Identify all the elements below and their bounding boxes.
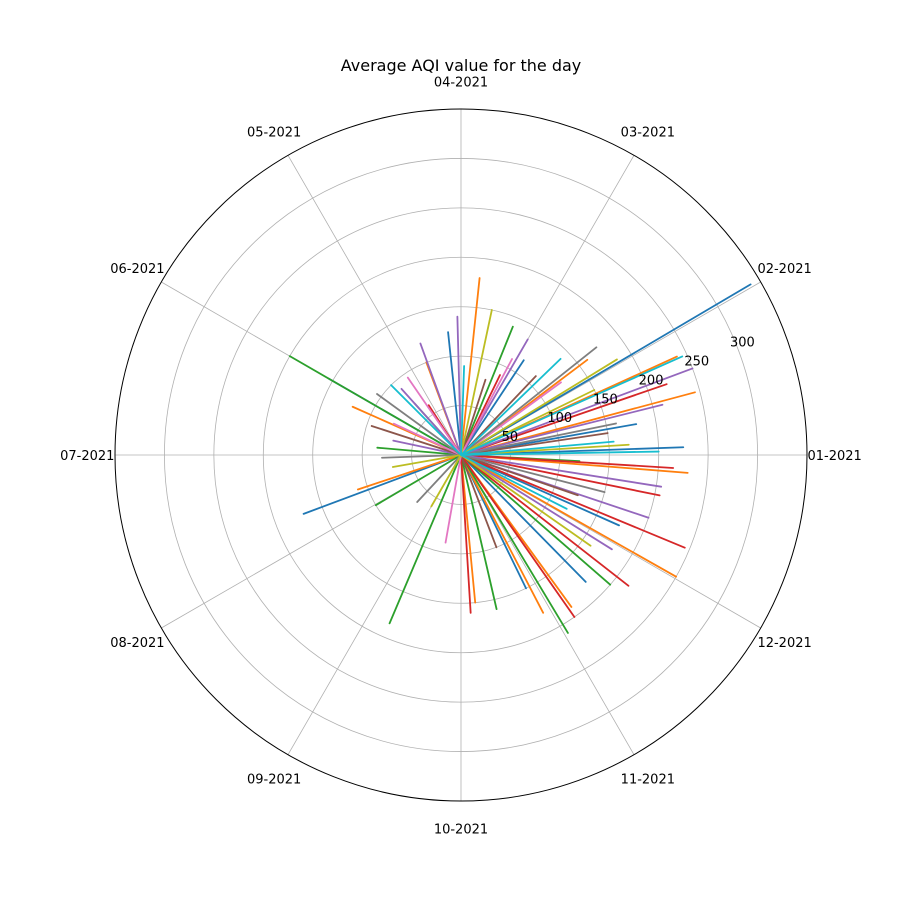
angular-gridline [460,454,635,755]
angular-tick-label: 09-2021 [247,773,301,788]
angular-gridline [287,155,462,456]
series-line-7 [392,358,562,544]
radial-tick-label: 250 [684,354,709,369]
polar-frame [114,108,808,802]
angular-tick-label: 04-2021 [434,75,488,90]
label-layer: 01-2021 02-2021 03-2021 04-2021 05-2021 06-20… [60,75,862,837]
radial-tick-label: 200 [639,373,664,388]
radial-tick-label: 100 [547,411,572,426]
angular-tick-label: 06-2021 [110,262,164,277]
radial-tick-label: 300 [730,336,755,351]
series-line-10 [390,355,684,510]
series-line-4 [427,374,686,618]
series-line-1 [302,283,752,590]
radial-tick-label: 50 [502,430,519,445]
series-line-9 [391,309,630,547]
chart-title: Average AQI value for the day [340,56,582,75]
radial-tick-label: 150 [593,392,618,407]
grid-layer [115,109,807,801]
angular-tick-label: 07-2021 [60,449,114,464]
angular-tick-label: 10-2021 [434,823,488,838]
series-layer [288,277,752,634]
angular-tick-label: 08-2021 [110,636,164,651]
angular-tick-label: 03-2021 [621,125,675,140]
frame-layer [114,108,808,802]
angular-tick-label: 11-2021 [621,773,675,788]
angular-tick-label: 05-2021 [247,125,301,140]
angular-tick-label: 12-2021 [757,636,811,651]
angular-tick-label: 02-2021 [757,262,811,277]
angular-tick-label: 01-2021 [808,449,862,464]
